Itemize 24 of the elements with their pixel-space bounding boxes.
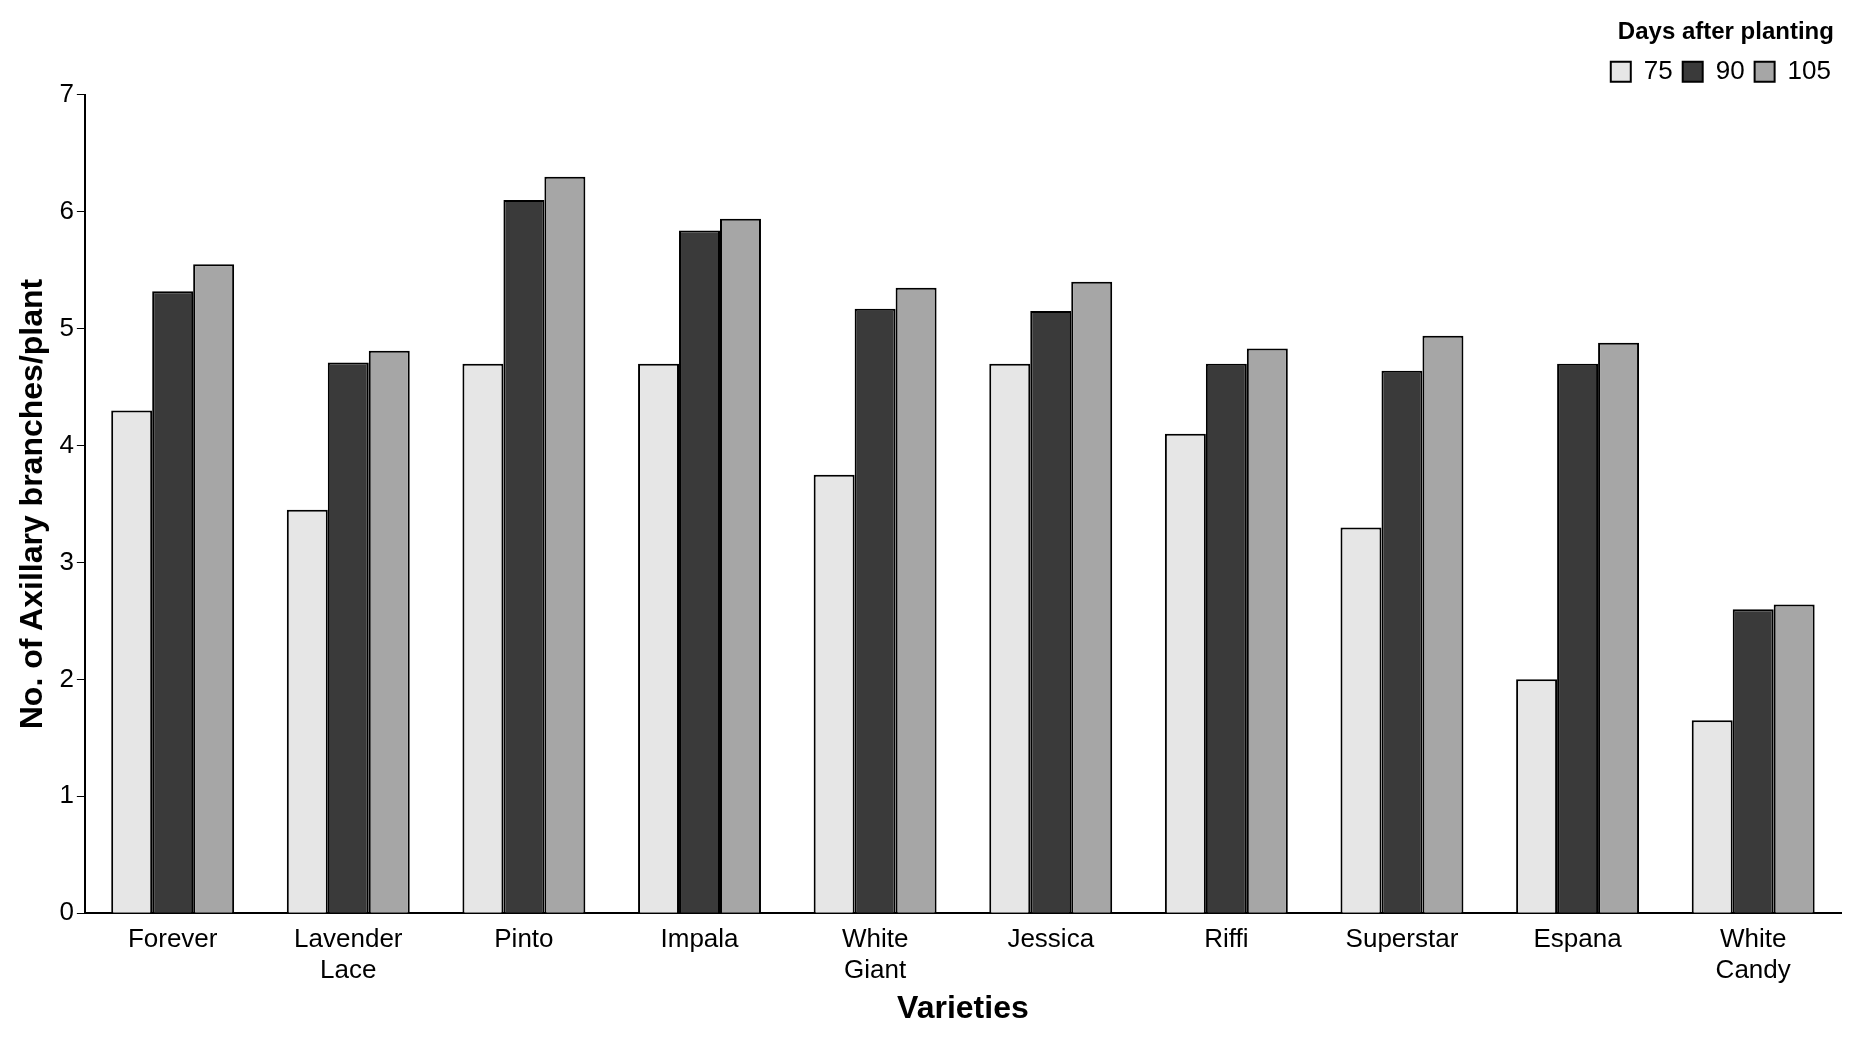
x-tick-label: Superstar (1345, 922, 1459, 953)
y-tick-label: 0 (59, 896, 74, 927)
y-tick-label: 7 (59, 77, 74, 108)
legend-label: 90 (1715, 54, 1745, 85)
x-axis-title: Varieties (897, 988, 1029, 1025)
y-tick-label: 5 (59, 311, 74, 342)
x-tick-label: Lavender Lace (294, 922, 403, 985)
x-tick-label: Impala (660, 922, 740, 953)
x-tick-label: Pinto (494, 922, 554, 953)
x-tick-label: Espana (1533, 922, 1623, 953)
y-tick-label: 4 (59, 428, 74, 459)
x-tick-label: Riffi (1204, 922, 1249, 953)
y-tick-label: 6 (59, 194, 74, 225)
y-tick-label: 3 (59, 545, 74, 576)
legend-label: 105 (1787, 54, 1832, 85)
x-tick-label: Forever (127, 922, 218, 953)
x-tick-label: White Candy (1715, 922, 1791, 985)
x-tick-label: Jessica (1007, 922, 1095, 953)
legend-label: 75 (1643, 54, 1673, 85)
y-axis-title: No. of Axillary branches/plant (13, 278, 50, 730)
legend-title: Days after planting (1617, 16, 1834, 44)
x-tick-label: White Giant (841, 922, 909, 985)
y-tick-label: 2 (59, 662, 74, 693)
y-tick-label: 1 (59, 779, 74, 810)
